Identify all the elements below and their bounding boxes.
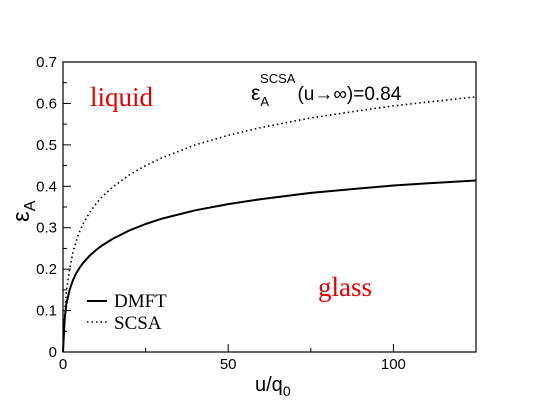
y-tick-label: 0.3 xyxy=(36,220,57,237)
y-tick-label: 0 xyxy=(49,344,57,361)
y-axis-title-sub: A xyxy=(22,200,39,211)
y-tick-label: 0.5 xyxy=(36,137,57,154)
scsa-limit-rest: (u→∞)=0.84 xyxy=(297,84,401,105)
x-tick-label: 100 xyxy=(381,356,406,373)
y-tick-label: 0.1 xyxy=(36,303,57,320)
scsa-limit-annotation: εA SCSA(u→∞)=0.84 xyxy=(251,71,402,109)
y-tick-label: 0.7 xyxy=(36,54,57,71)
legend-label-dmft: DMFT xyxy=(114,291,167,312)
legend: DMFT SCSA xyxy=(87,291,167,334)
y-tick-label: 0.6 xyxy=(36,95,57,112)
glass-label: glass xyxy=(318,272,372,302)
x-tick-label: 0 xyxy=(59,356,67,373)
y-tick-label: 0.2 xyxy=(36,261,57,278)
series-line-dmft xyxy=(62,179,477,353)
liquid-label: liquid xyxy=(90,82,154,112)
x-ticks: 0 50 100 xyxy=(59,344,406,373)
x-axis-title-sub: 0 xyxy=(283,383,291,399)
scsa-limit-eps: ε xyxy=(251,82,260,105)
y-axis-title: εA xyxy=(8,200,39,222)
y-ticks: 0 0.1 0.2 0.3 0.4 0.5 0.6 0.7 xyxy=(36,54,71,361)
legend-label-scsa: SCSA xyxy=(114,313,162,334)
x-tick-label: 50 xyxy=(220,356,237,373)
series-lines xyxy=(62,96,477,353)
y-tick-label: 0.4 xyxy=(36,178,57,195)
x-axis-title: u/q0 xyxy=(255,374,291,399)
scsa-limit-sup: SCSA xyxy=(260,71,296,86)
scsa-limit-sub: A xyxy=(260,94,269,109)
